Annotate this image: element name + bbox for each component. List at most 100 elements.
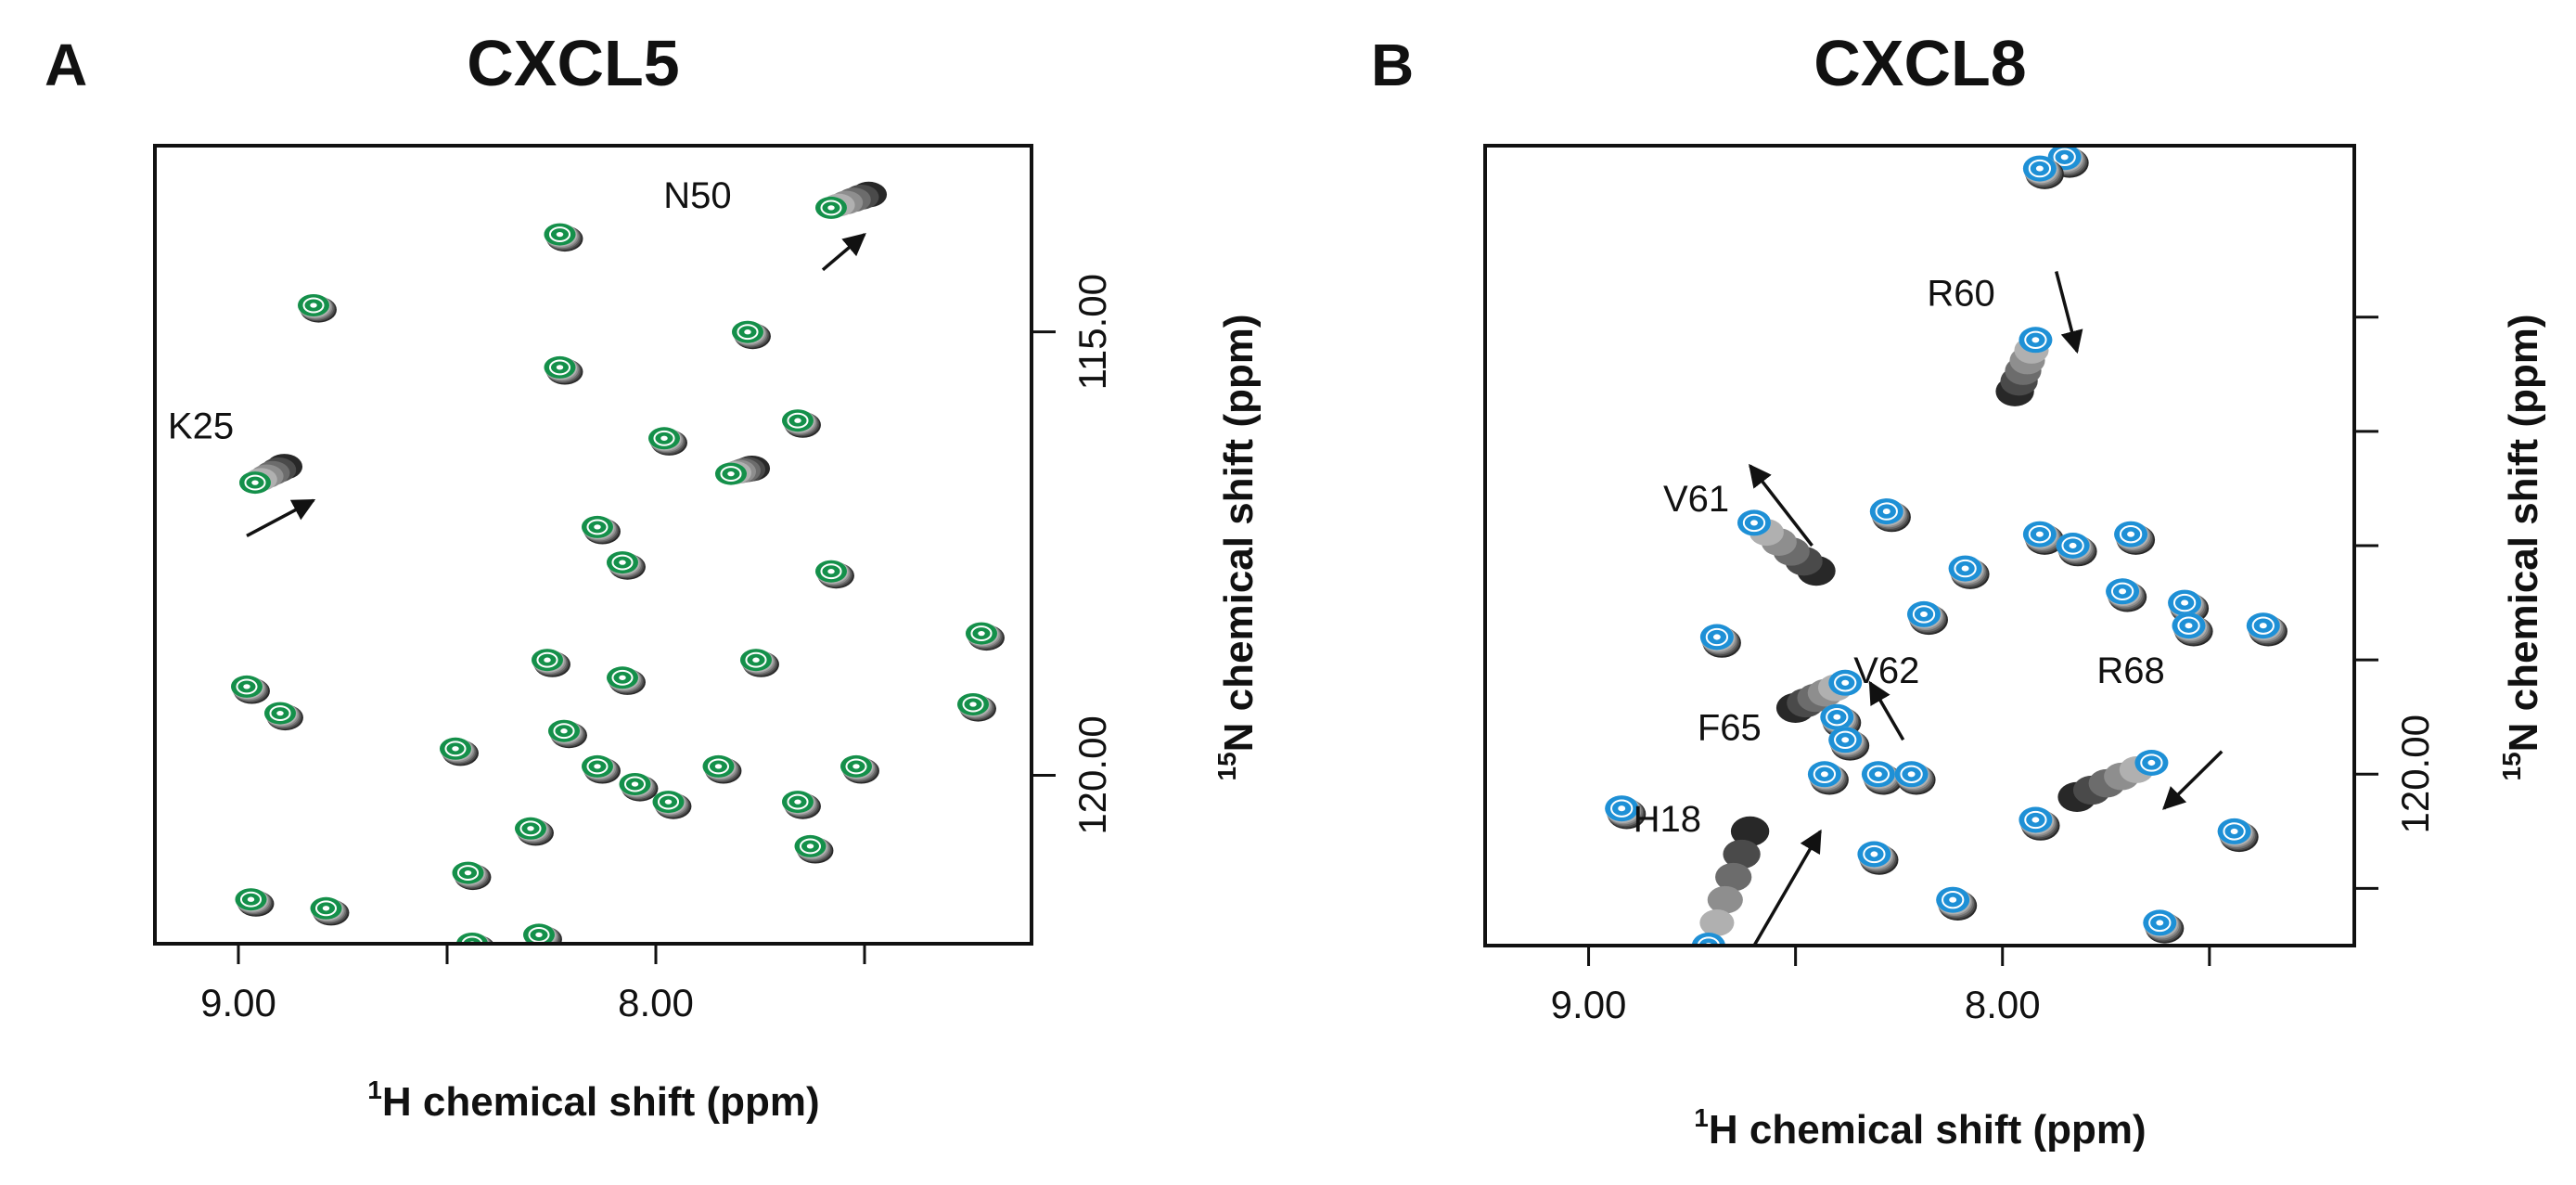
nmr-peak — [2056, 533, 2097, 567]
final-contour-ring — [623, 776, 647, 792]
final-contour-ring — [553, 723, 575, 740]
final-contour-ring — [1690, 1006, 1711, 1022]
y-axis-a: 115.00 120.00 — [1032, 274, 1114, 835]
shift-arrow — [2055, 271, 2083, 354]
final-contour-ring — [1834, 674, 1857, 692]
nmr-peak — [1936, 886, 1978, 921]
final-contour-ring — [302, 297, 325, 314]
final-contour-core — [2127, 531, 2135, 537]
nmr-peak — [1699, 624, 1741, 658]
residue-label: K25 — [168, 406, 234, 446]
final-contour-core — [1841, 737, 1850, 743]
final-contour-core — [619, 675, 626, 680]
shift-arrow — [821, 233, 866, 272]
final-contour-core — [2060, 154, 2069, 161]
nmr-peak — [1775, 669, 1863, 724]
nmr-peak — [1737, 509, 1836, 586]
final-contour-ring — [787, 412, 809, 429]
nmr-peak — [2022, 155, 2064, 189]
shift-arrow — [1752, 829, 1822, 947]
final-contour-ring — [2119, 525, 2143, 544]
nmr-peak — [1861, 761, 1903, 795]
nmr-peak — [2217, 818, 2259, 853]
nmr-peak — [1857, 841, 1899, 875]
final-contour-ring — [720, 466, 742, 483]
nmr-peak — [456, 933, 494, 944]
residue-label: F65 — [1698, 707, 1762, 748]
final-contour-core — [2156, 920, 2164, 926]
final-contour-core — [1820, 771, 1828, 778]
final-contour — [1684, 1001, 1717, 1027]
nmr-peak — [235, 888, 275, 917]
nmr-peak — [715, 456, 771, 485]
final-contour — [1691, 933, 1725, 946]
titration-contour — [1684, 1001, 1717, 1027]
titration-contour — [1685, 1002, 1719, 1029]
final-contour-ring — [239, 891, 263, 908]
final-contour-core — [2035, 165, 2044, 172]
final-contour-ring — [269, 705, 291, 722]
final-contour-core — [464, 869, 472, 876]
residue-label: R60 — [1927, 273, 1994, 314]
final-contour-ring — [519, 820, 542, 837]
final-contour-core — [794, 799, 801, 805]
panel-b: B CXCL8 9.00 8.00 120.00 R60 V61 V62 R68 F65 H… — [1371, 27, 2546, 1153]
final-contour-ring — [745, 651, 767, 668]
final-contour-core — [556, 231, 564, 238]
final-contour-core — [664, 799, 673, 805]
final-contour-core — [660, 435, 668, 441]
final-contour-ring — [1610, 799, 1634, 818]
final-contour-ring — [1834, 730, 1857, 749]
x-axis-label-b: 1H chemical shift (ppm) — [1694, 1103, 2146, 1153]
nmr-peak — [1691, 816, 1770, 946]
final-contour — [281, 950, 313, 972]
nmr-peak — [231, 675, 270, 704]
final-contour-ring — [2148, 913, 2172, 933]
titration-contour — [1685, 1004, 1723, 1033]
x-tick-label: 9.00 — [200, 981, 276, 1024]
final-contour-core — [1920, 611, 1928, 617]
final-contour-core — [631, 781, 639, 787]
final-contour-core — [1712, 634, 1721, 640]
final-contour-ring — [845, 758, 867, 775]
final-contour-ring — [962, 696, 984, 713]
nmr-peak — [544, 223, 583, 252]
nmr-peak — [2106, 578, 2147, 612]
final-contour-core — [276, 710, 284, 716]
final-contour-core — [560, 728, 568, 734]
final-contour-ring — [314, 900, 338, 917]
final-contour-core — [2035, 531, 2044, 537]
final-contour-ring — [970, 625, 993, 642]
nmr-peak — [619, 773, 659, 802]
final-contour-core — [1874, 771, 1882, 778]
nmr-peak — [1820, 703, 1862, 739]
final-contour-ring — [1912, 605, 1936, 624]
shift-arrow — [2162, 750, 2224, 810]
final-contour-ring — [586, 519, 609, 535]
final-contour-ring — [657, 793, 680, 810]
nmr-peak — [440, 737, 479, 766]
final-contour-core — [1949, 896, 1957, 903]
nmr-peak — [1894, 761, 1936, 795]
final-contour-core — [322, 906, 330, 911]
final-contour-core — [594, 524, 601, 530]
final-contour-ring — [2061, 536, 2084, 555]
final-contour-ring — [2028, 159, 2052, 178]
final-contour-ring — [611, 669, 634, 686]
nmr-peak — [548, 719, 587, 749]
nmr-peak — [1828, 727, 1870, 761]
final-contour-core — [310, 303, 317, 308]
final-contour-core — [527, 826, 534, 831]
final-contour-core — [243, 684, 250, 689]
final-contour-core — [1841, 679, 1850, 686]
nmr-peak — [740, 649, 779, 677]
final-contour-core — [452, 746, 459, 752]
final-contour-core — [2181, 599, 2189, 606]
final-contour-core — [247, 896, 255, 902]
shift-arrow — [246, 498, 316, 537]
nmr-peak — [1869, 498, 1911, 533]
y-tick-label: 120.00 — [1070, 715, 1114, 834]
titration-contour — [1699, 908, 1735, 936]
nmr-peak — [532, 649, 570, 677]
